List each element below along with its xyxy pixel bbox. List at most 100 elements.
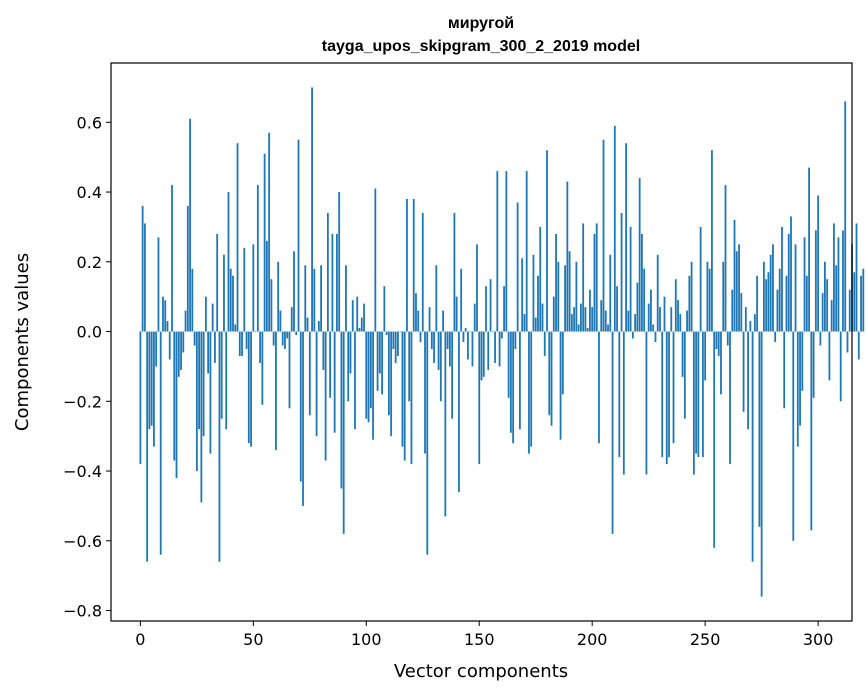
bar bbox=[821, 293, 824, 332]
bar bbox=[311, 87, 313, 332]
chart-title: миругой bbox=[448, 15, 514, 32]
bar bbox=[412, 199, 415, 332]
bar bbox=[279, 310, 282, 332]
bar bbox=[534, 317, 537, 332]
bar bbox=[690, 261, 693, 332]
bar bbox=[842, 230, 844, 332]
bar bbox=[408, 331, 411, 402]
bar bbox=[236, 143, 239, 332]
bar bbox=[796, 331, 799, 447]
bar bbox=[385, 331, 388, 336]
chart-subtitle: tayga_upos_skipgram_300_2_2019 model bbox=[322, 38, 640, 55]
bar bbox=[570, 314, 573, 332]
bar bbox=[214, 331, 216, 363]
bar bbox=[699, 226, 702, 332]
bar bbox=[688, 275, 691, 332]
bar bbox=[521, 258, 524, 332]
bar bbox=[480, 331, 483, 381]
bar bbox=[204, 296, 207, 332]
bar bbox=[261, 331, 264, 405]
y-tick-label: −0.8 bbox=[63, 602, 102, 621]
bar bbox=[810, 331, 813, 531]
x-tick-label: 150 bbox=[464, 630, 495, 649]
bar bbox=[435, 265, 438, 332]
bar bbox=[744, 307, 747, 332]
bar bbox=[591, 307, 594, 332]
bar bbox=[532, 254, 535, 332]
x-tick-label: 300 bbox=[803, 630, 834, 649]
bar bbox=[645, 331, 648, 475]
bar bbox=[512, 331, 515, 444]
bar bbox=[604, 310, 607, 332]
bar bbox=[790, 216, 792, 332]
bar bbox=[819, 331, 822, 346]
bar bbox=[848, 289, 851, 332]
bar bbox=[336, 233, 338, 332]
bar bbox=[155, 331, 158, 367]
bar bbox=[320, 265, 323, 332]
bar bbox=[519, 331, 521, 430]
bar bbox=[747, 331, 749, 430]
bar bbox=[150, 331, 153, 426]
bar bbox=[505, 171, 508, 332]
bar bbox=[561, 331, 564, 395]
bar bbox=[720, 331, 722, 395]
bar bbox=[528, 331, 530, 454]
bar bbox=[781, 226, 783, 332]
bar bbox=[243, 247, 246, 332]
bar bbox=[428, 307, 431, 332]
bar bbox=[785, 275, 788, 332]
bar bbox=[394, 331, 397, 363]
bar bbox=[539, 226, 542, 332]
bar bbox=[726, 331, 729, 346]
bar bbox=[677, 300, 679, 332]
bar bbox=[631, 331, 634, 339]
bar bbox=[245, 331, 248, 349]
bar bbox=[247, 331, 250, 444]
bar bbox=[424, 331, 426, 454]
bar bbox=[442, 310, 444, 332]
bar bbox=[586, 328, 589, 332]
bar bbox=[681, 331, 684, 377]
bar bbox=[369, 331, 372, 409]
bar bbox=[329, 331, 332, 398]
bar bbox=[756, 275, 759, 332]
bar bbox=[186, 205, 189, 332]
bar bbox=[288, 331, 291, 409]
bar bbox=[223, 254, 225, 332]
bar bbox=[589, 289, 591, 332]
bar bbox=[507, 331, 510, 398]
bar bbox=[358, 328, 361, 332]
bar bbox=[751, 331, 754, 562]
bar bbox=[173, 331, 176, 461]
bar bbox=[600, 300, 603, 332]
bar bbox=[837, 237, 840, 332]
bar bbox=[593, 233, 596, 332]
bar bbox=[157, 237, 160, 332]
bar bbox=[546, 150, 548, 332]
bar bbox=[410, 331, 413, 465]
bar bbox=[207, 331, 210, 374]
bar bbox=[392, 331, 395, 349]
x-tick-label: 200 bbox=[577, 630, 608, 649]
x-tick-label: 250 bbox=[690, 630, 721, 649]
bar bbox=[277, 261, 280, 332]
bar bbox=[234, 324, 237, 332]
bar bbox=[584, 307, 587, 332]
bar bbox=[674, 279, 677, 332]
bar bbox=[498, 331, 501, 367]
bar bbox=[543, 331, 546, 356]
bar bbox=[823, 261, 826, 332]
bar bbox=[254, 331, 257, 333]
bar bbox=[580, 303, 582, 332]
bar bbox=[390, 331, 393, 437]
bar bbox=[322, 331, 325, 370]
y-tick-label: 0.2 bbox=[77, 253, 102, 272]
bar bbox=[446, 331, 449, 349]
bar bbox=[439, 331, 442, 402]
bar bbox=[647, 303, 650, 332]
bar bbox=[683, 331, 686, 419]
bar bbox=[220, 331, 223, 419]
bar bbox=[516, 202, 519, 332]
